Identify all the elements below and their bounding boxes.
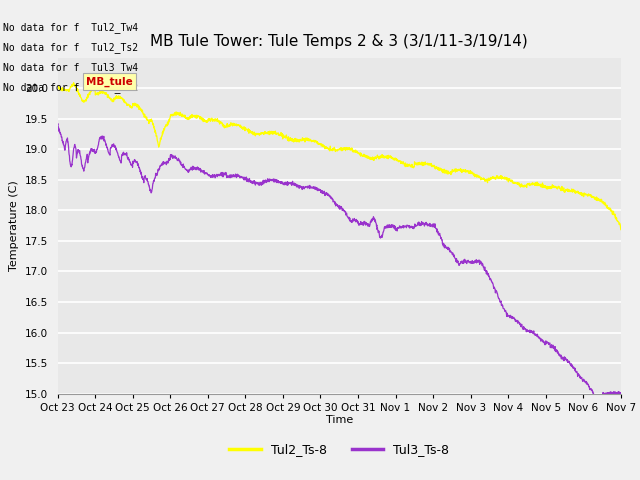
Title: MB Tule Tower: Tule Temps 2 & 3 (3/1/11-3/19/14): MB Tule Tower: Tule Temps 2 & 3 (3/1/11-…: [150, 35, 528, 49]
Text: No data for f  Tul2_Tw4: No data for f Tul2_Tw4: [3, 22, 138, 33]
Tul3_Ts-8: [601, 391, 609, 396]
Tul3_Ts-8: [313, 185, 321, 191]
Tul3_Ts-8: [601, 392, 609, 398]
Tul2_Ts-8: [497, 173, 505, 179]
Tul2_Ts-8: [601, 199, 609, 205]
Text: No data for f  Tul3_Ts2: No data for f Tul3_Ts2: [3, 82, 138, 93]
X-axis label: Time: Time: [326, 415, 353, 425]
Tul3_Ts-8: [328, 195, 335, 201]
Tul3_Ts-8: [598, 406, 606, 412]
Line: Tul3_Ts-8: Tul3_Ts-8: [58, 124, 621, 409]
Text: No data for f  Tul2_Ts2: No data for f Tul2_Ts2: [3, 42, 138, 53]
Tul3_Ts-8: [83, 154, 90, 159]
Text: MB_tule: MB_tule: [86, 76, 133, 87]
Legend: Tul2_Ts-8, Tul3_Ts-8: Tul2_Ts-8, Tul3_Ts-8: [225, 438, 454, 461]
Tul2_Ts-8: [83, 96, 90, 101]
Tul3_Ts-8: [617, 390, 625, 396]
Tul2_Ts-8: [600, 201, 608, 207]
Tul2_Ts-8: [54, 85, 61, 91]
Tul2_Ts-8: [617, 227, 625, 232]
Y-axis label: Temperature (C): Temperature (C): [9, 180, 19, 271]
Tul3_Ts-8: [497, 302, 505, 308]
Tul2_Ts-8: [328, 147, 335, 153]
Line: Tul2_Ts-8: Tul2_Ts-8: [58, 83, 621, 229]
Tul2_Ts-8: [70, 80, 77, 85]
Tul3_Ts-8: [54, 121, 61, 127]
Text: No data for f  Tul3_Tw4: No data for f Tul3_Tw4: [3, 62, 138, 73]
Tul3_Ts-8: [54, 121, 61, 127]
Tul2_Ts-8: [313, 139, 321, 145]
